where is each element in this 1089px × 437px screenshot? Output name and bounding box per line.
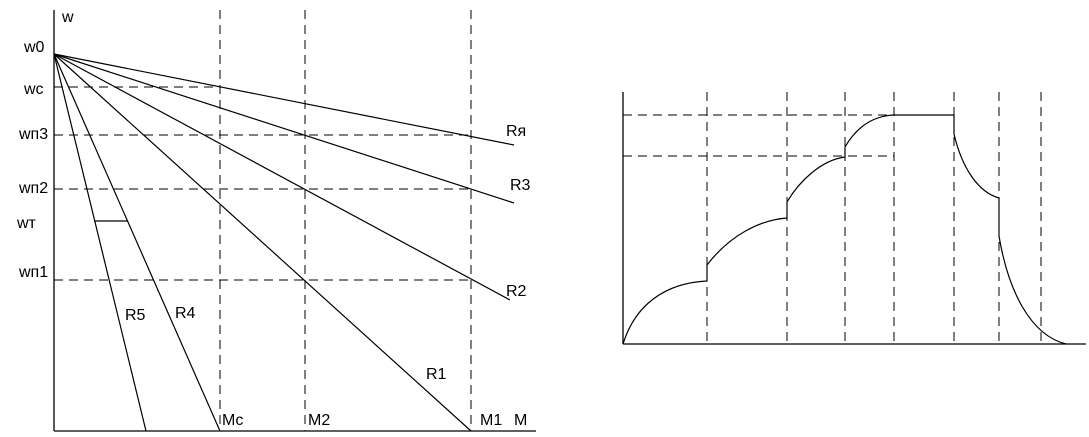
y-axis-label: w [61,9,74,26]
right-diagram [622,92,1086,345]
wp3-label: wп3 [18,126,48,143]
r-ya-label: Rя [506,123,526,140]
r1-label: R1 [426,366,447,383]
r2-line [53,53,511,301]
r3-label: R3 [510,177,531,194]
r-ya-line [53,53,515,146]
r2-label: R2 [506,283,527,300]
r5-label: R5 [125,307,146,324]
mc-label: Mc [222,412,243,429]
r1-line [53,53,472,432]
r4-line [53,53,221,432]
left-diagram: w w0 wc wп3 wп2 wт wп1 Mc M2 M1 M Rя R3 … [16,9,536,432]
x-axis-label: M [514,412,527,429]
wp1-label: wп1 [18,264,48,281]
wc-label: wc [23,81,44,98]
r5-line [53,53,147,432]
wt-label: wт [16,215,37,232]
w0-label: w0 [23,39,45,56]
r4-label: R4 [175,305,196,322]
speed-time-curve [622,114,1067,345]
m2-label: M2 [308,412,330,429]
r3-line [53,53,515,204]
wp2-label: wп2 [18,180,48,197]
m1-label: M1 [480,412,502,429]
